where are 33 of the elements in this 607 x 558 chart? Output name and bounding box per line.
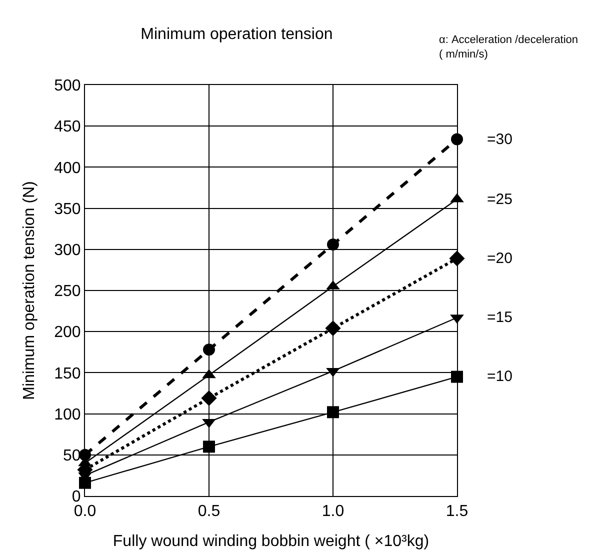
series-label: =25 — [487, 191, 512, 208]
y-tick-label: 100 — [54, 406, 81, 424]
point — [79, 476, 91, 489]
y-tick-label: 0 — [72, 488, 81, 506]
series-label: =30 — [487, 131, 512, 148]
point — [451, 370, 463, 383]
x-tick-label: 1.0 — [322, 503, 344, 520]
point — [327, 406, 339, 418]
y-axis-title: Minimum operation tension (N) — [20, 181, 38, 400]
y-tick-label: 150 — [54, 365, 81, 382]
point — [327, 238, 339, 250]
y-tick-label: 500 — [54, 78, 81, 95]
point — [325, 320, 341, 336]
y-tick-label: 400 — [54, 160, 81, 177]
y-tick-label: 450 — [54, 118, 81, 136]
y-tick-label: 50 — [63, 448, 81, 464]
x-tick-label: 1.5 — [446, 503, 468, 520]
point — [201, 390, 217, 406]
y-tick-label: 250 — [54, 283, 81, 300]
chart-title: Minimum operation tension — [140, 26, 333, 44]
x-axis-title: Fully wound winding bobbin weight ( ×10³kg) — [112, 532, 430, 550]
y-tick-label: 350 — [54, 200, 81, 218]
legend-title: α: Acceleration /deceleration ( m/min/s) — [439, 34, 578, 60]
x-tick-label: 0.0 — [74, 503, 96, 520]
y-tick-label: 200 — [54, 324, 81, 342]
point — [203, 344, 215, 356]
point — [451, 133, 463, 146]
y-tick-label: 300 — [54, 242, 81, 259]
series-label: =10 — [487, 368, 512, 385]
series-label: =15 — [487, 309, 512, 326]
point — [203, 440, 215, 453]
series-label: =20 — [487, 250, 512, 267]
x-tick-label: 0.5 — [198, 503, 220, 520]
